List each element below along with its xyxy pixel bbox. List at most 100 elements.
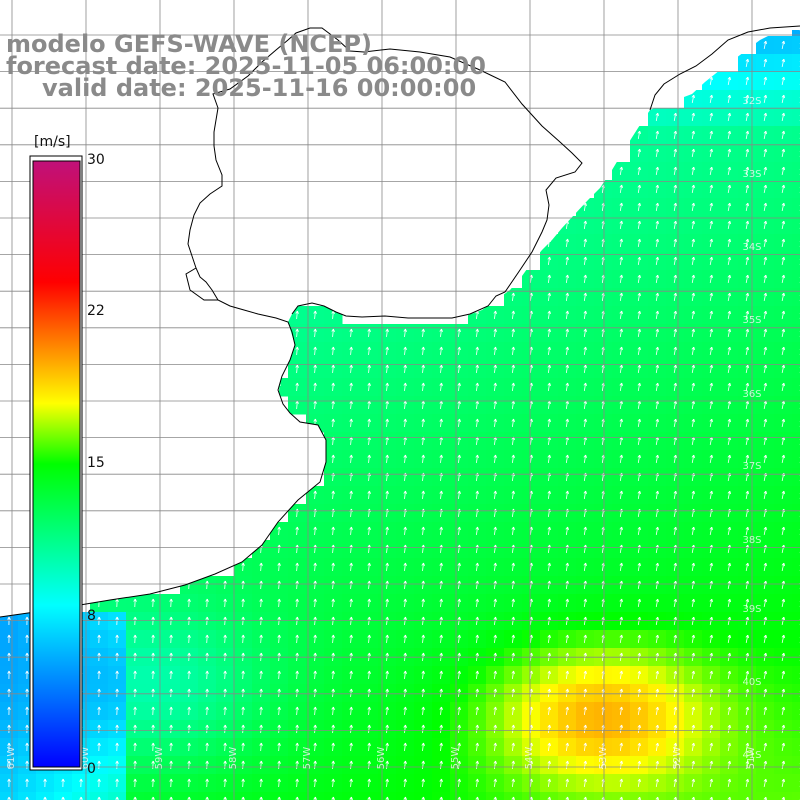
wind-arrow bbox=[421, 328, 425, 338]
wind-arrow bbox=[763, 292, 768, 301]
wind-cell bbox=[432, 792, 451, 800]
wind-cell bbox=[504, 792, 523, 800]
wind-arrow bbox=[637, 490, 642, 500]
wind-arrow bbox=[655, 292, 660, 302]
wind-arrow bbox=[727, 364, 732, 373]
wind-cell bbox=[126, 792, 145, 800]
wind-arrow bbox=[385, 454, 389, 464]
wind-arrow bbox=[691, 490, 696, 500]
wind-arrow bbox=[763, 310, 768, 319]
wind-arrow bbox=[709, 400, 714, 410]
wind-cell bbox=[792, 216, 800, 235]
wind-arrow bbox=[403, 490, 407, 500]
wind-arrow bbox=[619, 274, 624, 284]
wind-arrow bbox=[781, 94, 786, 103]
wind-arrow bbox=[709, 346, 714, 356]
wind-arrow bbox=[403, 454, 407, 464]
wind-arrow bbox=[619, 184, 624, 194]
wind-cell bbox=[180, 792, 199, 800]
colorbar-tick-22: 22 bbox=[87, 303, 105, 319]
wind-arrow bbox=[493, 400, 497, 410]
wind-cell bbox=[702, 792, 721, 800]
wind-arrow bbox=[331, 400, 335, 410]
wind-arrow bbox=[349, 418, 353, 428]
wind-arrow bbox=[511, 364, 515, 374]
wind-arrow bbox=[781, 112, 786, 121]
valid-date: valid date: 2025-11-16 00:00:00 bbox=[42, 74, 477, 102]
lat-label: 39S bbox=[742, 604, 761, 615]
lat-label: 37S bbox=[742, 461, 761, 472]
wind-cell bbox=[0, 792, 19, 800]
wind-arrow bbox=[547, 400, 552, 410]
wind-arrow bbox=[781, 274, 786, 283]
wind-arrow bbox=[709, 490, 714, 500]
wind-arrow bbox=[565, 310, 570, 320]
lon-label: 53W bbox=[598, 747, 609, 770]
lon-label: 56W bbox=[376, 747, 387, 770]
wind-arrow bbox=[655, 112, 660, 122]
wind-arrow bbox=[709, 256, 714, 266]
wind-arrow bbox=[583, 328, 588, 338]
wind-arrow bbox=[781, 400, 786, 409]
lon-label: 52W bbox=[672, 747, 683, 770]
wind-arrow bbox=[313, 364, 317, 374]
wind-arrow bbox=[727, 382, 732, 391]
wind-arrow bbox=[565, 256, 570, 266]
wind-arrow bbox=[511, 454, 515, 464]
wind-arrow bbox=[727, 76, 732, 85]
wind-arrow bbox=[637, 220, 642, 230]
wind-arrow bbox=[367, 364, 371, 374]
wind-cell bbox=[684, 792, 703, 800]
wind-cell bbox=[792, 396, 800, 415]
wind-arrow bbox=[781, 328, 786, 337]
wind-cell bbox=[792, 684, 800, 703]
wind-arrow bbox=[295, 526, 299, 536]
wind-arrow bbox=[745, 166, 750, 175]
wind-arrow bbox=[673, 166, 678, 176]
wind-arrow bbox=[727, 328, 732, 337]
lat-label: 34S bbox=[742, 242, 761, 253]
wind-arrow bbox=[763, 220, 768, 229]
wind-arrow bbox=[619, 418, 624, 428]
wind-arrow bbox=[781, 130, 786, 139]
wind-arrow bbox=[565, 364, 570, 374]
wind-cell bbox=[648, 792, 667, 800]
wind-arrow bbox=[313, 328, 317, 338]
wind-cell bbox=[792, 198, 800, 217]
wind-arrows bbox=[7, 6, 800, 800]
wind-arrow bbox=[331, 364, 335, 374]
wind-arrow bbox=[619, 400, 624, 410]
wind-arrow bbox=[727, 184, 732, 193]
wind-arrow bbox=[745, 94, 750, 103]
wind-cell bbox=[792, 630, 800, 649]
wind-arrow bbox=[277, 526, 281, 536]
lon-label: 57W bbox=[302, 747, 313, 770]
wind-arrow bbox=[673, 184, 678, 194]
wind-arrow bbox=[475, 364, 479, 374]
wind-arrow bbox=[547, 238, 552, 248]
wind-arrow bbox=[457, 400, 461, 410]
wind-arrow bbox=[709, 184, 714, 194]
wind-arrow bbox=[727, 310, 732, 319]
wind-arrow bbox=[403, 382, 407, 392]
wind-arrow bbox=[691, 112, 696, 122]
wind-arrow bbox=[619, 310, 624, 320]
wind-arrow bbox=[637, 454, 642, 464]
wind-arrow bbox=[691, 238, 696, 248]
wind-arrow bbox=[547, 346, 552, 356]
lon-label: 59W bbox=[154, 747, 165, 770]
wind-arrow bbox=[709, 148, 714, 158]
wind-arrow bbox=[421, 490, 425, 500]
wind-arrow bbox=[439, 364, 443, 374]
wind-arrow bbox=[349, 454, 353, 464]
wind-arrow bbox=[403, 346, 407, 356]
wind-cell bbox=[792, 486, 800, 505]
wind-arrow bbox=[583, 274, 588, 284]
wind-arrow bbox=[457, 418, 461, 428]
wind-arrow bbox=[421, 346, 425, 356]
wind-arrow bbox=[439, 454, 443, 464]
wind-cell bbox=[162, 792, 181, 800]
wind-arrow bbox=[727, 256, 732, 265]
wind-arrow bbox=[349, 490, 353, 500]
wind-arrow bbox=[673, 274, 678, 284]
